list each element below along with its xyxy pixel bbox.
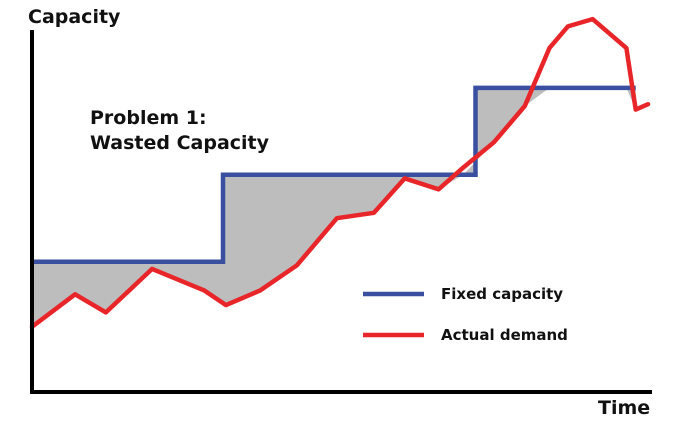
legend: Fixed capacity Actual demand bbox=[363, 285, 568, 344]
x-axis-title: Time bbox=[598, 397, 650, 419]
legend-label-actual-demand: Actual demand bbox=[441, 326, 568, 344]
legend-label-fixed-capacity: Fixed capacity bbox=[441, 285, 563, 303]
plot-area bbox=[29, 16, 651, 330]
series-line-fixed-capacity bbox=[32, 85, 636, 264]
annotation-line-2: Wasted Capacity bbox=[90, 132, 270, 154]
y-axis-title: Capacity bbox=[28, 6, 121, 28]
series-line-actual-demand bbox=[29, 16, 651, 330]
annotation-line-1: Problem 1: bbox=[90, 107, 207, 129]
